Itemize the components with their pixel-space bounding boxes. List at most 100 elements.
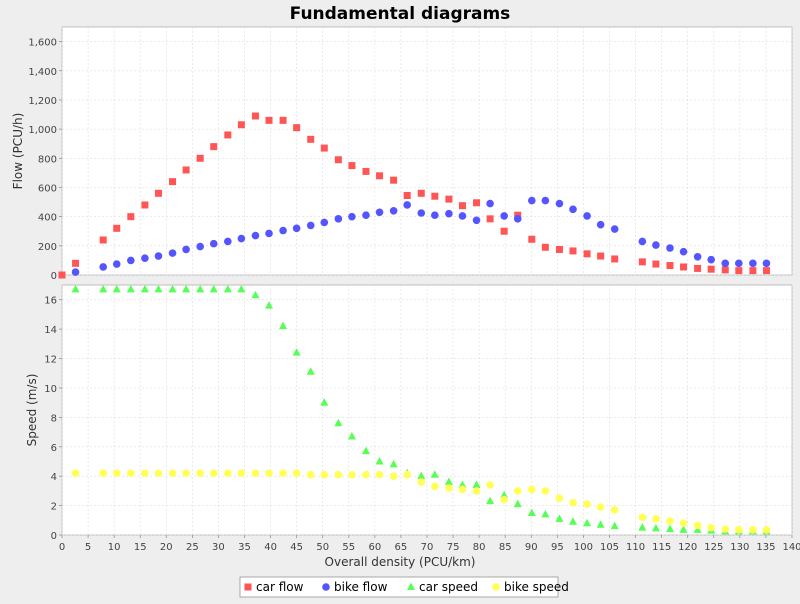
car-flow-point	[141, 201, 149, 209]
bike-speed-point	[583, 500, 591, 508]
speed-y-tick-label: 2	[51, 502, 57, 513]
bike-speed-point	[127, 469, 135, 478]
car-flow-point	[486, 215, 494, 223]
flow-y-tick-label: 1,200	[28, 96, 57, 107]
speed-y-tick-label: 6	[51, 443, 57, 454]
bike-speed-point	[528, 485, 536, 494]
bike-speed-point	[762, 526, 771, 534]
car-flow-point	[334, 156, 342, 164]
x-tick-label: 135	[756, 542, 775, 553]
car-flow-point	[348, 162, 356, 170]
car-flow-point	[638, 258, 646, 266]
bike-flow-point	[279, 226, 287, 235]
car-speed-point	[334, 418, 343, 427]
bike-speed-point	[168, 469, 177, 478]
bike-speed-point	[555, 494, 564, 503]
x-tick-label: 65	[395, 542, 408, 553]
bike-speed-point	[265, 469, 273, 478]
flow-y-tick-label: 1,000	[28, 125, 57, 136]
bike-flow-point	[71, 268, 80, 276]
car-flow-point	[293, 124, 301, 132]
bike-flow-point	[666, 244, 674, 252]
x-tick-label: 140	[782, 542, 800, 553]
bike-flow-point	[500, 212, 508, 220]
flow-grid	[61, 27, 793, 276]
speed-y-tick-label: 16	[44, 296, 57, 307]
bike-flow-point	[112, 260, 121, 268]
speed-y-tick-label: 8	[51, 413, 57, 424]
x-tick-label: 110	[626, 542, 645, 553]
x-tick-label: 40	[264, 542, 277, 553]
bike-speed-point	[251, 469, 260, 478]
x-tick-label: 125	[704, 542, 723, 553]
bike-flow-point	[679, 247, 688, 256]
car-speed-point	[389, 459, 398, 468]
bike-flow-point	[154, 252, 163, 260]
flow-y-tick-label: 800	[38, 154, 57, 165]
bike-speed-point	[99, 469, 107, 478]
car-speed-point	[458, 480, 467, 488]
bike-speed-point	[679, 519, 688, 528]
car-speed-point	[99, 284, 108, 293]
bike-flow-point	[555, 199, 564, 208]
x-tick-label: 10	[108, 542, 121, 553]
car-speed-point	[223, 284, 232, 293]
x-tick-label: 75	[447, 542, 460, 553]
car-speed-point	[555, 514, 564, 522]
car-speed-point	[513, 499, 522, 508]
x-tick-label: 30	[212, 542, 225, 553]
car-flow-legend-label: car flow	[256, 580, 304, 594]
car-flow-point	[583, 250, 591, 258]
bike-speed-point	[693, 521, 702, 530]
speed-grid	[61, 285, 793, 536]
car-speed-point	[71, 284, 80, 293]
bike-flow-point	[431, 211, 439, 219]
bike-flow-point	[472, 216, 481, 225]
car-speed-point	[596, 520, 605, 528]
car-speed-point	[168, 284, 177, 293]
x-tick-label: 70	[421, 542, 434, 553]
bike-speed-legend-marker	[492, 583, 500, 591]
car-speed-point	[679, 525, 688, 533]
x-tick-label: 95	[551, 542, 564, 553]
car-flow-point	[707, 265, 715, 273]
bike-flow-point	[292, 224, 301, 233]
bike-flow-legend-label: bike flow	[334, 580, 388, 594]
bike-flow-point	[458, 212, 467, 220]
flow-y-tick-label: 1,400	[28, 67, 57, 78]
legend: car flow bike flow car speed bike speed	[239, 576, 569, 598]
bike-speed-point	[610, 506, 619, 514]
car-flow-point	[500, 227, 508, 235]
bike-speed-point	[334, 470, 343, 479]
bike-speed-point	[348, 470, 356, 479]
car-flow-point	[458, 202, 466, 210]
car-speed-point	[500, 490, 509, 499]
bike-flow-point	[237, 234, 246, 243]
bike-flow-point	[168, 249, 177, 257]
bike-speed-point	[71, 469, 80, 478]
speed-y-ticks: 0 2 4 6 8 10 12 14 16	[44, 296, 62, 542]
bike-flow-point	[362, 211, 370, 219]
speed-y-tick-label: 0	[51, 531, 57, 542]
car-flow-point	[735, 267, 743, 275]
bike-speed-legend-label: bike speed	[504, 580, 569, 594]
x-axis-ticks: 0 5 10 15 20 25 30 35 40 45 50 55 60 65 70 75 80 85 90 95 10…	[59, 535, 800, 553]
car-flow-point	[376, 172, 384, 180]
car-flow-point	[417, 189, 425, 197]
x-tick-label: 15	[134, 542, 147, 553]
bike-flow-point	[265, 229, 273, 238]
car-flow-point	[58, 271, 66, 279]
car-speed-point	[320, 398, 329, 406]
car-flow-point	[403, 191, 411, 199]
car-flow-point	[196, 154, 204, 162]
car-speed-point	[417, 471, 426, 480]
bike-flow-point	[209, 239, 218, 248]
flow-y-tick-label: 200	[38, 242, 57, 253]
bike-flow-point	[749, 259, 757, 268]
bike-speed-point	[458, 485, 467, 494]
bike-speed-point	[141, 469, 149, 478]
bike-speed-point	[389, 472, 398, 480]
bike-speed-point	[362, 470, 370, 479]
